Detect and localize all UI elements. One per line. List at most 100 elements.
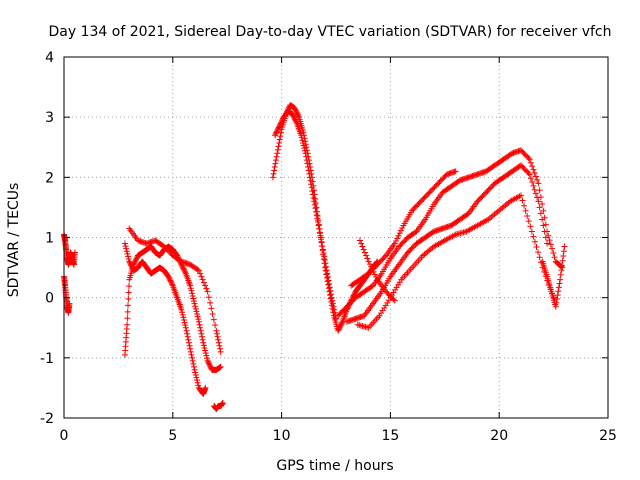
y-tick-label: -1 xyxy=(40,351,54,367)
data-point xyxy=(525,218,532,225)
data-point xyxy=(217,345,224,352)
data-point xyxy=(293,109,300,116)
data-point xyxy=(203,285,210,292)
data-point xyxy=(187,348,194,355)
data-point xyxy=(133,255,140,262)
y-tick-label: 3 xyxy=(45,110,54,126)
data-point xyxy=(324,270,331,277)
data-point xyxy=(328,291,335,298)
data-point xyxy=(305,164,312,171)
data-point xyxy=(277,133,284,140)
x-axis-title: GPS time / hours xyxy=(276,458,393,474)
data-point xyxy=(123,248,130,255)
data-point xyxy=(202,347,209,354)
data-point xyxy=(185,339,192,346)
data-point xyxy=(366,261,373,268)
data-point xyxy=(217,348,224,355)
data-point xyxy=(557,271,564,278)
data-point xyxy=(215,339,222,346)
data-point xyxy=(390,296,397,303)
data-point xyxy=(527,223,534,230)
data-point xyxy=(356,237,363,244)
data-point xyxy=(198,330,205,337)
series-arc-e xyxy=(126,225,224,355)
data-point xyxy=(322,260,329,267)
data-point xyxy=(197,270,204,277)
data-point xyxy=(547,241,554,248)
data-point xyxy=(561,243,568,250)
data-point xyxy=(326,280,333,287)
data-point xyxy=(180,266,187,273)
data-point xyxy=(202,350,209,357)
data-point xyxy=(205,360,212,367)
data-point xyxy=(181,268,188,275)
data-point xyxy=(528,228,535,235)
data-point xyxy=(335,326,342,333)
data-point xyxy=(185,336,192,343)
data-point xyxy=(194,310,201,317)
data-point xyxy=(71,249,78,256)
data-point xyxy=(179,311,186,318)
data-point xyxy=(202,384,209,391)
data-point xyxy=(274,127,281,134)
data-point xyxy=(167,278,174,285)
data-point xyxy=(392,237,399,244)
data-point xyxy=(128,263,135,270)
data-point xyxy=(300,142,307,149)
data-point xyxy=(298,134,305,141)
data-point xyxy=(306,170,313,177)
data-point xyxy=(313,208,320,215)
grid xyxy=(63,56,609,419)
data-point xyxy=(124,250,131,257)
data-point xyxy=(167,277,174,284)
data-point xyxy=(331,309,338,316)
data-point xyxy=(122,243,129,250)
data-point xyxy=(216,342,223,349)
data-point xyxy=(190,295,197,302)
data-point xyxy=(275,125,282,132)
data-point xyxy=(358,240,365,247)
x-tick-label: 5 xyxy=(168,428,177,444)
data-point xyxy=(274,146,281,153)
data-point xyxy=(200,279,207,286)
data-point xyxy=(190,363,197,370)
data-point xyxy=(314,215,321,222)
data-point xyxy=(124,315,131,322)
data-point xyxy=(204,357,211,364)
data-point xyxy=(335,327,342,334)
data-point xyxy=(360,246,367,253)
data-point xyxy=(193,374,200,381)
data-point xyxy=(180,265,187,272)
data-point xyxy=(198,273,205,280)
data-point xyxy=(318,239,325,246)
data-point xyxy=(359,243,366,250)
data-point xyxy=(397,227,404,234)
data-point xyxy=(197,327,204,334)
data-point xyxy=(273,129,280,136)
data-point xyxy=(318,236,325,243)
data-point xyxy=(127,261,134,268)
data-point xyxy=(273,153,280,160)
data-point xyxy=(272,160,279,167)
data-point xyxy=(166,276,173,283)
data-point xyxy=(187,282,194,289)
data-point xyxy=(311,198,318,205)
data-point xyxy=(191,300,198,307)
data-point xyxy=(535,249,542,256)
data-point xyxy=(315,222,322,229)
data-point xyxy=(302,150,309,157)
data-point xyxy=(184,333,191,340)
data-point xyxy=(214,333,221,340)
data-point xyxy=(316,229,323,236)
data-point xyxy=(554,292,561,299)
data-point xyxy=(133,256,140,263)
data-point xyxy=(278,119,285,126)
data-point xyxy=(207,299,214,306)
data-point xyxy=(275,124,282,131)
data-point xyxy=(529,163,536,170)
data-point xyxy=(539,216,546,223)
data-point xyxy=(536,254,543,261)
data-point xyxy=(299,137,306,144)
data-point xyxy=(301,145,308,152)
data-point xyxy=(203,352,210,359)
